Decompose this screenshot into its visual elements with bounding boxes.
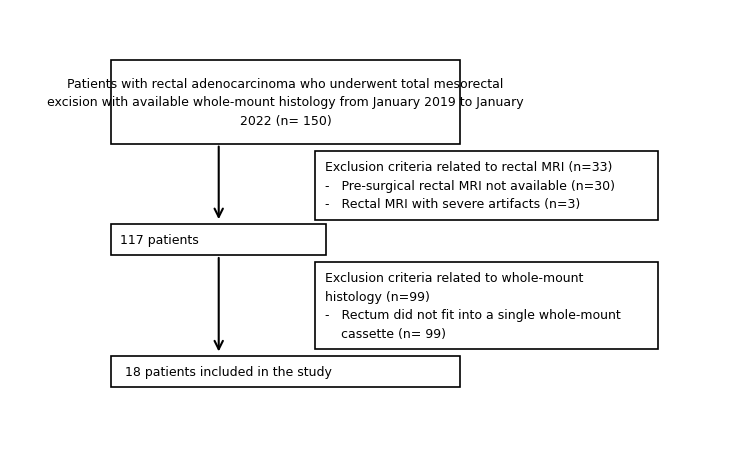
Text: 18 patients included in the study: 18 patients included in the study [125,365,332,378]
Text: Patients with rectal adenocarcinoma who underwent total mesorectal
excision with: Patients with rectal adenocarcinoma who … [47,78,524,128]
FancyBboxPatch shape [111,224,326,256]
Text: 117 patients: 117 patients [120,234,199,246]
FancyBboxPatch shape [315,262,658,349]
FancyBboxPatch shape [111,356,460,387]
FancyBboxPatch shape [111,61,460,144]
Text: Exclusion criteria related to whole-mount
histology (n=99)
-   Rectum did not fi: Exclusion criteria related to whole-moun… [325,272,621,340]
Text: Exclusion criteria related to rectal MRI (n=33)
-   Pre-surgical rectal MRI not : Exclusion criteria related to rectal MRI… [325,161,615,211]
FancyBboxPatch shape [315,152,658,221]
